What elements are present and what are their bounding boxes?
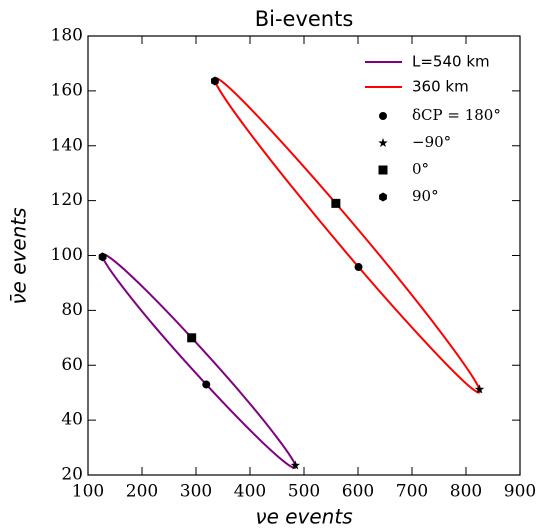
chart-title: Bi-events xyxy=(255,7,354,31)
series-line xyxy=(101,253,297,469)
y-tick-label: 100 xyxy=(51,245,83,265)
series-line xyxy=(213,76,481,394)
legend-label: 0° xyxy=(412,160,429,178)
x-tick-label: 100 xyxy=(72,482,104,502)
y-tick-label: 60 xyxy=(61,355,83,375)
x-axis-label: νe events xyxy=(255,505,352,529)
marker xyxy=(354,263,363,272)
legend-label: 90° xyxy=(412,187,439,205)
y-tick-label: 180 xyxy=(51,26,83,46)
y-tick-label: 120 xyxy=(51,190,83,210)
legend-label: δCP = 180° xyxy=(412,106,501,124)
legend-marker xyxy=(378,138,388,148)
marker xyxy=(331,198,341,208)
marker xyxy=(202,380,211,389)
legend-label: L=540 km xyxy=(412,53,490,71)
plot-frame xyxy=(87,35,521,476)
legend-marker xyxy=(379,112,387,120)
y-tick-label: 80 xyxy=(61,300,83,320)
marker xyxy=(187,333,197,343)
legend-label: −90° xyxy=(412,133,451,151)
x-tick-label: 300 xyxy=(180,482,212,502)
legend-marker xyxy=(379,192,387,202)
y-tick-label: 40 xyxy=(61,410,83,430)
legend-marker xyxy=(378,165,388,175)
x-tick-label: 400 xyxy=(234,482,266,502)
x-tick-label: 200 xyxy=(126,482,158,502)
y-axis-label: ν̄e events xyxy=(7,207,31,304)
legend-label: 360 km xyxy=(412,78,469,96)
x-tick-label: 700 xyxy=(396,482,428,502)
x-tick-label: 500 xyxy=(288,482,320,502)
x-tick-label: 900 xyxy=(504,482,536,502)
marker xyxy=(98,252,107,262)
marker xyxy=(211,76,219,86)
y-tick-label: 160 xyxy=(51,80,83,100)
x-tick-label: 800 xyxy=(450,482,482,502)
x-tick-label: 600 xyxy=(342,482,374,502)
y-tick-label: 140 xyxy=(51,135,83,155)
marker xyxy=(290,460,301,470)
y-tick-label: 20 xyxy=(61,465,83,485)
marker xyxy=(474,384,485,394)
